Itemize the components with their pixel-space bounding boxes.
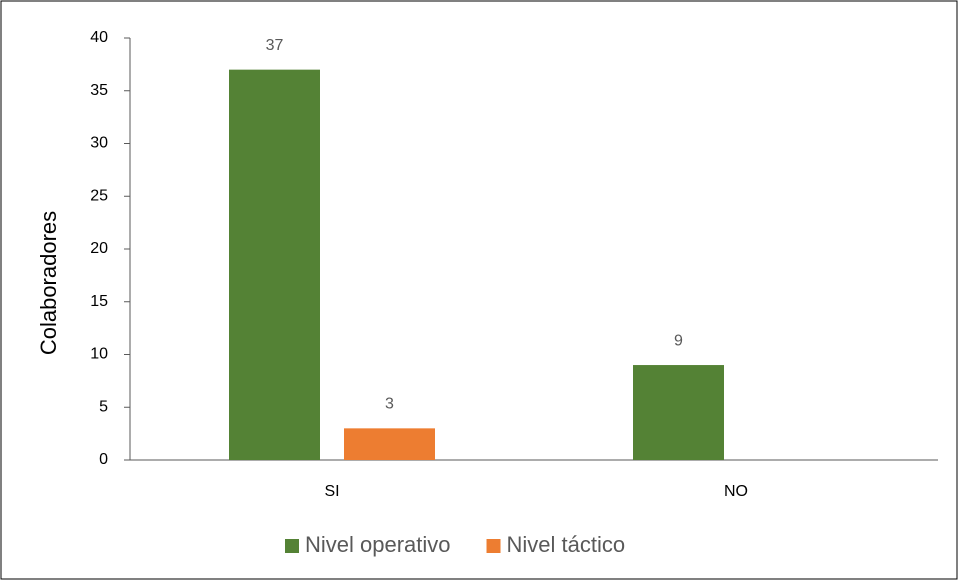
x-tick-label: SI: [324, 483, 339, 500]
y-tick-label: 0: [99, 451, 108, 468]
y-tick-label: 5: [99, 398, 108, 415]
y-tick-label: 30: [90, 135, 108, 152]
y-tick-label: 25: [90, 187, 108, 204]
y-tick-label: 35: [90, 82, 108, 99]
y-tick-label: 10: [90, 346, 108, 363]
y-axis-title: Colaboradores: [36, 211, 61, 355]
legend-label: Nivel operativo: [305, 532, 451, 557]
bar: [344, 428, 435, 460]
y-tick-label: 40: [90, 29, 108, 46]
legend-swatch: [285, 539, 299, 553]
y-tick-label: 15: [90, 293, 108, 310]
legend-swatch: [486, 539, 501, 553]
data-label: 3: [385, 396, 394, 413]
bar: [633, 365, 724, 460]
data-label: 37: [266, 37, 284, 54]
x-tick-label: NO: [724, 483, 748, 500]
y-tick-label: 20: [90, 240, 108, 257]
bar: [229, 69, 320, 461]
data-label: 9: [674, 332, 683, 349]
legend-label: Nivel táctico: [507, 532, 626, 557]
